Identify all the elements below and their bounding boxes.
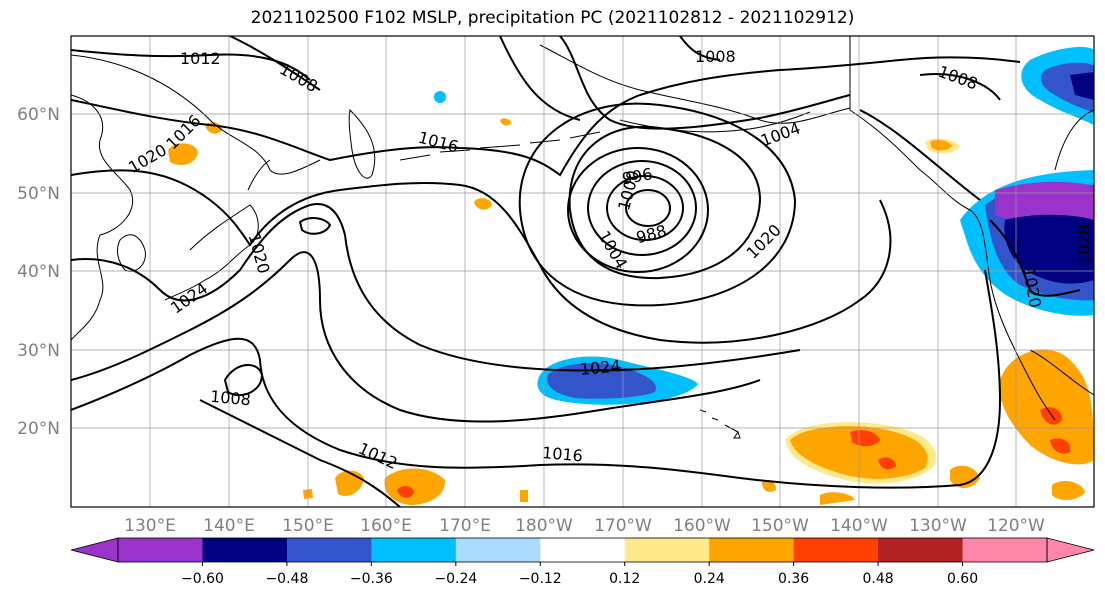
lat-label: 30°N — [17, 341, 60, 361]
lon-label: 160°W — [673, 516, 731, 536]
colorbar-cell — [118, 538, 203, 562]
colorbar-cell — [624, 538, 710, 562]
graticule — [71, 36, 1094, 507]
lat-label: 60°N — [17, 105, 60, 125]
lon-label: 180°W — [515, 516, 573, 536]
longitude-labels: 130°E 140°E 150°E 160°E 170°E 180°W 170°… — [124, 516, 1045, 536]
colorbar-extend-high — [1046, 537, 1095, 563]
colorbar-tick-label: 0.36 — [778, 571, 809, 587]
colorbar-tick-label: 0.24 — [694, 571, 725, 587]
lon-label: 150°E — [282, 516, 334, 536]
colorbar-tick-label: −0.36 — [350, 571, 393, 587]
isobars — [71, 36, 1081, 507]
colorbar-extend-low — [70, 537, 119, 563]
colorbar-tick-label: −0.24 — [434, 571, 477, 587]
colorbar-cell — [962, 538, 1048, 562]
colorbar-tick-label: 0.60 — [947, 571, 978, 587]
lon-label: 170°W — [594, 516, 652, 536]
lon-label: 140°E — [203, 516, 255, 536]
isobar-label: 1028 — [1075, 224, 1094, 265]
colorbar-cell — [793, 538, 879, 562]
lat-label: 20°N — [17, 419, 60, 439]
colorbar-cell — [371, 538, 457, 562]
colorbar-cell — [455, 538, 541, 562]
lon-label: 170°E — [439, 516, 491, 536]
colorbar-tick-label: −0.12 — [519, 571, 562, 587]
isobar-label: 1012 — [180, 49, 221, 68]
colorbar-tick-label: 0.12 — [609, 571, 640, 587]
isobar-label: 1024 — [579, 356, 621, 378]
colorbar-cell — [202, 538, 288, 562]
map-panel — [71, 36, 1094, 507]
isobar-label: 1008 — [695, 47, 736, 66]
colorbar-tick-label: −0.60 — [181, 571, 224, 587]
lon-label: 130°E — [124, 516, 176, 536]
lon-label: 140°W — [830, 516, 888, 536]
map-frame — [70, 35, 1095, 508]
lon-label: 130°W — [909, 516, 967, 536]
colorbar-frame — [117, 537, 1048, 563]
lon-label: 160°E — [360, 516, 412, 536]
latitude-labels: 60°N 50°N 40°N 30°N 20°N — [17, 105, 60, 439]
colorbar-cell — [878, 538, 964, 562]
colorbar-cell — [709, 538, 795, 562]
lat-label: 40°N — [17, 262, 60, 282]
lat-label: 50°N — [17, 184, 60, 204]
lon-label: 120°W — [987, 516, 1045, 536]
isobar-label: 1016 — [541, 443, 583, 465]
colorbar-tick-label: −0.48 — [265, 571, 308, 587]
colorbar: −0.60 −0.48 −0.36 −0.24 −0.12 0.12 0.24 0.36 0.4… — [70, 537, 1095, 587]
colorbar-cell — [286, 538, 372, 562]
isobar-label: 1008 — [209, 387, 251, 409]
lon-label: 150°W — [751, 516, 809, 536]
colorbar-tick-label: 0.48 — [863, 571, 894, 587]
colorbar-cell — [540, 538, 626, 562]
map-title: 2021102500 F102 MSLP, precipitation PC (… — [250, 8, 855, 28]
